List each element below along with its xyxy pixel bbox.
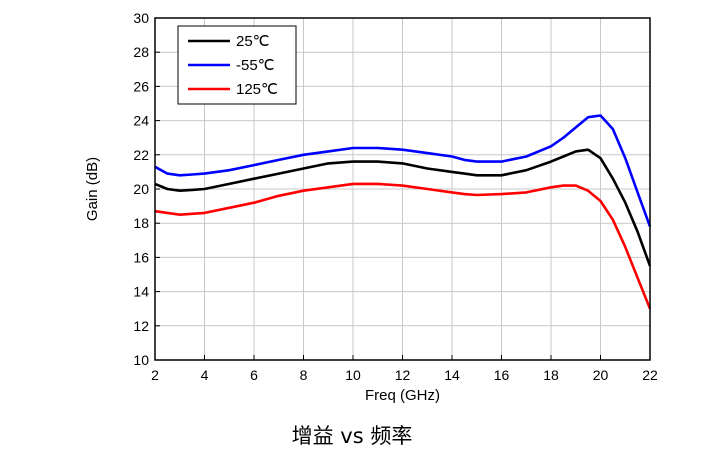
figure-caption: 增益 vs 频率 <box>291 424 413 448</box>
x-tick-label: 18 <box>543 367 559 383</box>
legend-entry-label: 125℃ <box>236 81 278 98</box>
y-tick-label: 24 <box>133 113 149 129</box>
x-axis-label: Freq (GHz) <box>365 387 440 404</box>
legend: 25℃ -55℃ 125℃ <box>177 25 297 105</box>
x-tick-label: 12 <box>395 367 411 383</box>
grid <box>155 18 650 360</box>
x-tick-label: 14 <box>444 367 460 383</box>
series-line <box>154 148 652 267</box>
y-tick-label: 10 <box>133 352 149 368</box>
legend-entry-label: -55℃ <box>236 57 275 74</box>
x-tick-label: 10 <box>345 367 361 383</box>
x-tick-label: 2 <box>151 367 159 383</box>
series-line <box>154 182 652 310</box>
x-tick-label: 16 <box>494 367 510 383</box>
y-tick-label: 12 <box>133 318 149 334</box>
series-lines <box>154 114 652 310</box>
x-tick-label: 8 <box>300 367 308 383</box>
x-tick-label: 6 <box>250 367 258 383</box>
y-tick-label: 22 <box>133 147 149 163</box>
legend-entry-label: 25℃ <box>236 33 270 50</box>
y-tick-label: 28 <box>133 44 149 60</box>
y-tick-label: 30 <box>133 10 149 26</box>
y-tick-label: 16 <box>133 249 149 265</box>
gain-vs-frequency-chart: 2 4 6 8 10 12 14 16 18 20 221012141618202224262830… <box>84 10 658 404</box>
y-tick-label: 14 <box>133 284 149 300</box>
y-tick-label: 18 <box>133 215 149 231</box>
y-axis-label: Gain (dB) <box>84 157 101 221</box>
x-tick-label: 20 <box>593 367 609 383</box>
y-tick-label: 20 <box>133 181 149 197</box>
x-tick-label: 22 <box>642 367 658 383</box>
series-line <box>154 114 652 228</box>
y-tick-label: 26 <box>133 78 149 94</box>
x-tick-label: 4 <box>201 367 209 383</box>
